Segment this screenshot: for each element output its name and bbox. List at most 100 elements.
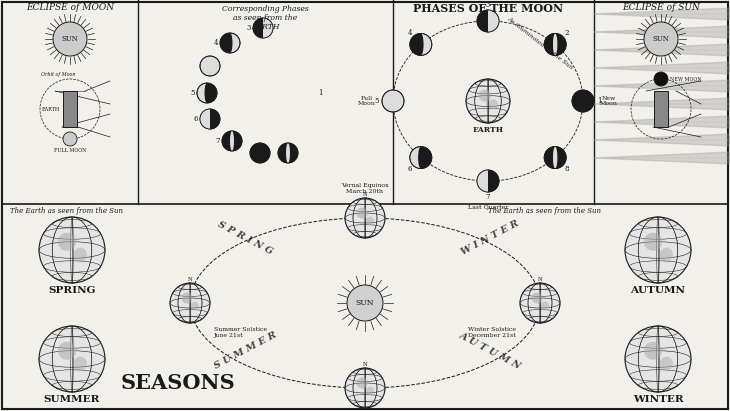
Polygon shape [594, 62, 730, 74]
Wedge shape [420, 147, 432, 169]
Circle shape [222, 131, 242, 151]
Text: Winter Solstice
December 21st: Winter Solstice December 21st [468, 327, 516, 338]
Text: SUN: SUN [356, 299, 374, 307]
Text: 3: 3 [485, 1, 490, 9]
Bar [63, 91, 77, 127]
Text: SPRING: SPRING [48, 286, 96, 295]
Text: 6: 6 [193, 115, 199, 123]
Circle shape [278, 143, 298, 163]
Circle shape [253, 18, 273, 38]
Circle shape [625, 326, 691, 392]
Circle shape [39, 326, 105, 392]
Wedge shape [220, 33, 230, 53]
Text: Vernal Equinox
March 20th: Vernal Equinox March 20th [341, 183, 389, 194]
Text: New
Moon: New Moon [600, 96, 618, 106]
Ellipse shape [356, 377, 367, 388]
Wedge shape [210, 109, 220, 129]
Text: 1: 1 [596, 97, 602, 105]
Ellipse shape [74, 247, 87, 262]
Wedge shape [477, 10, 488, 32]
Text: 4: 4 [407, 29, 412, 37]
Polygon shape [594, 134, 730, 146]
Ellipse shape [58, 342, 76, 360]
Wedge shape [200, 109, 210, 129]
Circle shape [572, 90, 594, 112]
Circle shape [250, 143, 270, 163]
Wedge shape [207, 83, 217, 103]
Circle shape [625, 217, 691, 283]
Text: N: N [363, 192, 367, 197]
Polygon shape [594, 116, 730, 128]
Circle shape [544, 33, 566, 55]
Circle shape [170, 283, 210, 323]
Bar [654, 91, 668, 127]
Ellipse shape [286, 143, 290, 163]
Circle shape [200, 56, 220, 76]
Ellipse shape [541, 302, 549, 310]
Ellipse shape [418, 33, 423, 55]
Ellipse shape [58, 233, 76, 251]
Text: ECLIPSE of SUN: ECLIPSE of SUN [622, 3, 700, 12]
Circle shape [477, 170, 499, 192]
Text: 8: 8 [564, 165, 569, 173]
Text: 7: 7 [216, 137, 220, 145]
Circle shape [410, 33, 432, 55]
Text: 5: 5 [374, 97, 380, 105]
Text: SUMMER: SUMMER [44, 395, 100, 404]
Ellipse shape [366, 386, 374, 395]
Polygon shape [594, 80, 730, 92]
Ellipse shape [230, 131, 234, 151]
Text: Orbit of Moon: Orbit of Moon [41, 72, 75, 77]
Wedge shape [253, 18, 263, 38]
Circle shape [544, 33, 566, 55]
Circle shape [345, 368, 385, 408]
Circle shape [197, 83, 217, 103]
Text: N: N [188, 277, 193, 282]
Circle shape [63, 132, 77, 146]
Polygon shape [594, 26, 730, 38]
Wedge shape [488, 170, 499, 192]
Text: Corresponding Phases
as seen from the
EARTH: Corresponding Phases as seen from the EA… [222, 5, 308, 31]
Text: NEW MOON: NEW MOON [670, 76, 702, 81]
Text: WINTER: WINTER [633, 395, 683, 404]
Ellipse shape [489, 99, 498, 109]
Circle shape [200, 109, 220, 129]
Ellipse shape [644, 342, 662, 360]
Circle shape [466, 79, 510, 123]
Ellipse shape [531, 293, 542, 303]
Text: SEASONS: SEASONS [120, 373, 235, 393]
Polygon shape [594, 44, 730, 56]
Text: A U T U M N: A U T U M N [458, 331, 522, 371]
Text: AUTUMN: AUTUMN [631, 286, 685, 295]
Circle shape [544, 147, 566, 169]
Text: 5: 5 [191, 89, 195, 97]
Polygon shape [594, 98, 730, 110]
Text: EARTH: EARTH [472, 126, 504, 134]
Circle shape [39, 217, 105, 283]
Circle shape [345, 198, 385, 238]
Circle shape [644, 22, 678, 56]
Text: Full
Moon: Full Moon [358, 96, 376, 106]
Wedge shape [488, 10, 499, 32]
Text: The Earth as seen from the Sun: The Earth as seen from the Sun [488, 207, 601, 215]
Polygon shape [594, 8, 730, 20]
Text: 4: 4 [214, 39, 218, 47]
Ellipse shape [204, 83, 210, 103]
Text: Last Quarter: Last Quarter [468, 205, 508, 210]
Text: N: N [537, 277, 542, 282]
Text: N: N [363, 362, 367, 367]
Circle shape [347, 285, 383, 321]
Text: As illuminated by the Sun: As illuminated by the Sun [507, 16, 574, 70]
Circle shape [544, 147, 566, 169]
Text: ECLIPSE of MOON: ECLIPSE of MOON [26, 3, 114, 12]
Circle shape [53, 22, 87, 56]
Text: S U M M E R: S U M M E R [212, 331, 277, 371]
Text: SUN: SUN [653, 35, 669, 43]
Ellipse shape [191, 302, 199, 310]
Wedge shape [477, 170, 488, 192]
Ellipse shape [553, 147, 558, 169]
Circle shape [477, 10, 499, 32]
Circle shape [382, 90, 404, 112]
Wedge shape [263, 18, 273, 38]
Ellipse shape [366, 217, 374, 226]
